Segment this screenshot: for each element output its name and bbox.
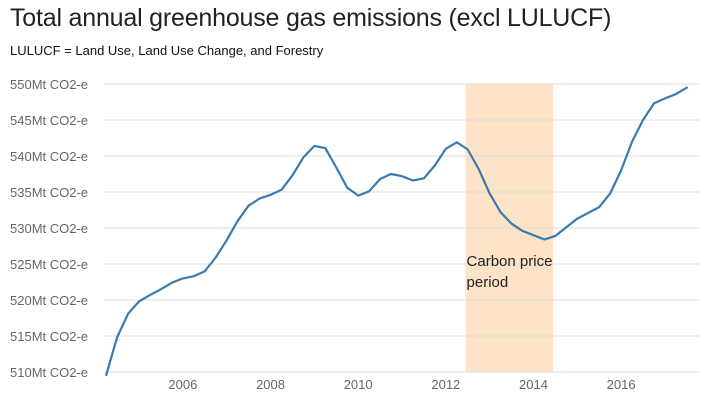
y-tick-label: 535Mt CO2-e [10, 185, 88, 200]
x-tick-label: 2008 [256, 377, 285, 392]
gridlines [104, 83, 700, 373]
x-axis: 2006 2008 2010 2012 2014 2016 [168, 377, 635, 392]
annotation-labels: Carbon price period [467, 253, 553, 291]
y-tick-label: 530Mt CO2-e [10, 221, 88, 236]
chart-title: Total annual greenhouse gas emissions (e… [10, 4, 612, 32]
x-tick-label: 2010 [344, 377, 373, 392]
y-tick-label: 525Mt CO2-e [10, 257, 88, 272]
x-tick-label: 2012 [431, 377, 460, 392]
series-group [105, 86, 689, 376]
annotation-label-line: period [467, 274, 509, 291]
y-tick-label: 545Mt CO2-e [10, 113, 88, 128]
y-tick-label: 540Mt CO2-e [10, 149, 88, 164]
y-tick-label: 515Mt CO2-e [10, 329, 88, 344]
x-tick-label: 2006 [168, 377, 197, 392]
x-tick-label: 2014 [519, 377, 548, 392]
y-tick-label: 510Mt CO2-e [10, 365, 88, 380]
annotation-label-line: Carbon price [467, 253, 553, 270]
y-tick-label: 520Mt CO2-e [10, 293, 88, 308]
chart-subtitle: LULUCF = Land Use, Land Use Change, and … [10, 43, 324, 58]
emissions-series-line [105, 86, 689, 376]
y-axis: 510Mt CO2-e 515Mt CO2-e 520Mt CO2-e 525Mt C… [10, 77, 88, 380]
y-tick-label: 550Mt CO2-e [10, 77, 88, 92]
x-tick-label: 2016 [607, 377, 636, 392]
